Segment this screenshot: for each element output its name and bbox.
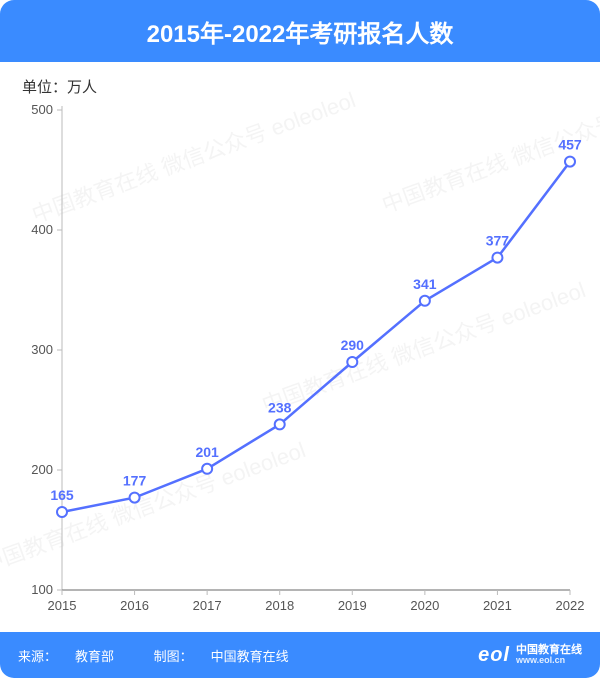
producer-value: 中国教育在线 xyxy=(211,649,289,664)
source-label: 来源： xyxy=(18,649,57,664)
logo-subtext: 中国教育在线 www.eol.cn xyxy=(516,645,582,665)
svg-text:200: 200 xyxy=(31,462,53,477)
svg-text:2016: 2016 xyxy=(120,598,149,613)
svg-text:2022: 2022 xyxy=(556,598,585,613)
svg-text:2015: 2015 xyxy=(48,598,77,613)
brand-line2: www.eol.cn xyxy=(516,656,582,665)
data-point-label: 177 xyxy=(123,473,147,489)
data-point-label: 238 xyxy=(268,399,292,415)
data-point-label: 457 xyxy=(558,137,582,153)
chart-card: 2015年-2022年考研报名人数 单位：万人 中国教育在线 微信公众号 eol… xyxy=(0,0,600,678)
svg-text:100: 100 xyxy=(31,582,53,597)
chart-area: 单位：万人 中国教育在线 微信公众号 eoleoleol 中国教育在线 微信公众… xyxy=(12,70,588,624)
data-point-label: 201 xyxy=(195,444,219,460)
svg-text:2020: 2020 xyxy=(410,598,439,613)
footer-logo: eol 中国教育在线 www.eol.cn xyxy=(478,644,582,667)
svg-text:2021: 2021 xyxy=(483,598,512,613)
data-point-label: 290 xyxy=(341,337,365,353)
footer-source: 来源： 教育部 xyxy=(18,649,136,664)
svg-text:2017: 2017 xyxy=(193,598,222,613)
svg-text:2019: 2019 xyxy=(338,598,367,613)
chart-footer: 来源： 教育部 制图： 中国教育在线 eol 中国教育在线 www.eol.cn xyxy=(0,632,600,678)
footer-left: 来源： 教育部 制图： 中国教育在线 xyxy=(18,646,325,665)
logo-icon: eol xyxy=(478,644,510,667)
svg-text:2018: 2018 xyxy=(265,598,294,613)
source-value: 教育部 xyxy=(75,649,114,664)
data-point-label: 341 xyxy=(413,276,437,292)
svg-text:400: 400 xyxy=(31,222,53,237)
svg-text:500: 500 xyxy=(31,102,53,117)
producer-label: 制图： xyxy=(154,649,193,664)
line-chart-svg: 100 200 300 400 500 2015 2016 2017 2018 2019 2020 2… xyxy=(12,70,588,624)
data-point-label: 377 xyxy=(486,233,510,249)
chart-title: 2015年-2022年考研报名人数 xyxy=(147,14,454,49)
chart-title-bar: 2015年-2022年考研报名人数 xyxy=(0,0,600,62)
svg-text:300: 300 xyxy=(31,342,53,357)
footer-producer: 制图： 中国教育在线 xyxy=(154,649,307,664)
data-point-label: 165 xyxy=(50,487,74,503)
